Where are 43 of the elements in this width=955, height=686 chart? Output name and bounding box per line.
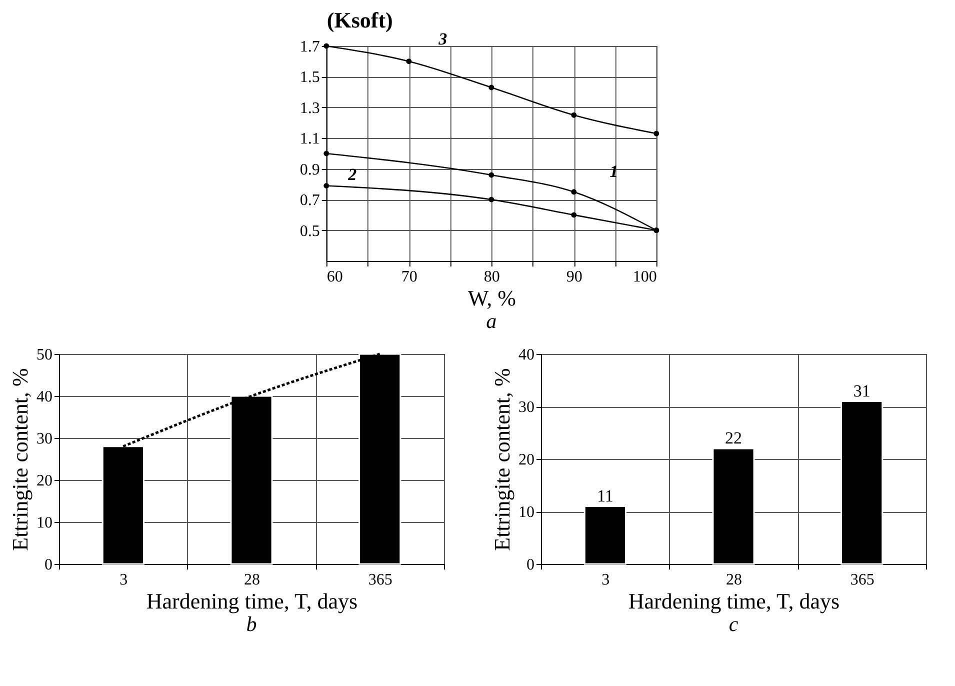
data-label: 31 (853, 381, 870, 400)
y-tick-label: 0.9 (300, 161, 320, 178)
series-label: 2 (347, 164, 358, 184)
y-tick-label: 1.5 (300, 69, 320, 86)
y-tick-label: 10 (36, 514, 52, 532)
x-tick-label: 60 (326, 268, 343, 286)
x-tick-label: 90 (566, 268, 582, 286)
y-tick-label: 1.3 (300, 100, 320, 117)
y-tick-label: 1.7 (300, 38, 320, 56)
y-axis-title: Ettringite content, % (490, 368, 514, 551)
x-axis-title: Hardening time, T, days (628, 588, 840, 614)
text: a (486, 309, 497, 333)
y-tick-label: 0.5 (300, 222, 320, 240)
y-tick-label: 40 (518, 346, 534, 364)
x-tick-label: 28 (726, 572, 742, 588)
x-tick-label: 70 (401, 268, 418, 286)
y-tick-label: 0 (44, 556, 52, 574)
series-label: 3 (438, 29, 448, 48)
y-tick-label: 50 (36, 346, 52, 364)
text: b (246, 612, 257, 636)
y-axis-title: Ettringite content, % (8, 368, 32, 551)
y-axis-title: (Ksoft) (326, 8, 393, 32)
x-tick-label: 365 (850, 572, 874, 588)
y-tick-label: 30 (36, 430, 52, 448)
x-tick-label: 365 (368, 572, 392, 588)
y-tick-label: 1.1 (300, 130, 320, 148)
y-tick-label: 40 (36, 388, 52, 406)
x-tick-label: 3 (602, 572, 610, 588)
x-axis-title: Hardening time, T, days (146, 588, 358, 614)
y-tick-label: 30 (518, 399, 534, 416)
y-tick-label: 10 (518, 504, 534, 521)
x-tick-label: 3 (120, 572, 128, 588)
y-tick-label: 0.7 (300, 192, 320, 210)
x-tick-label: 100 (632, 268, 657, 286)
y-tick-label: 20 (36, 472, 52, 490)
y-tick-label: 0 (526, 556, 534, 574)
data-label: 11 (596, 486, 614, 506)
x-tick-label: 28 (244, 572, 260, 588)
x-tick-label: 80 (484, 268, 500, 286)
data-label: 22 (725, 428, 742, 448)
text: c (728, 612, 739, 636)
y-tick-label: 20 (518, 452, 534, 468)
x-axis-title: W, % (468, 286, 516, 310)
